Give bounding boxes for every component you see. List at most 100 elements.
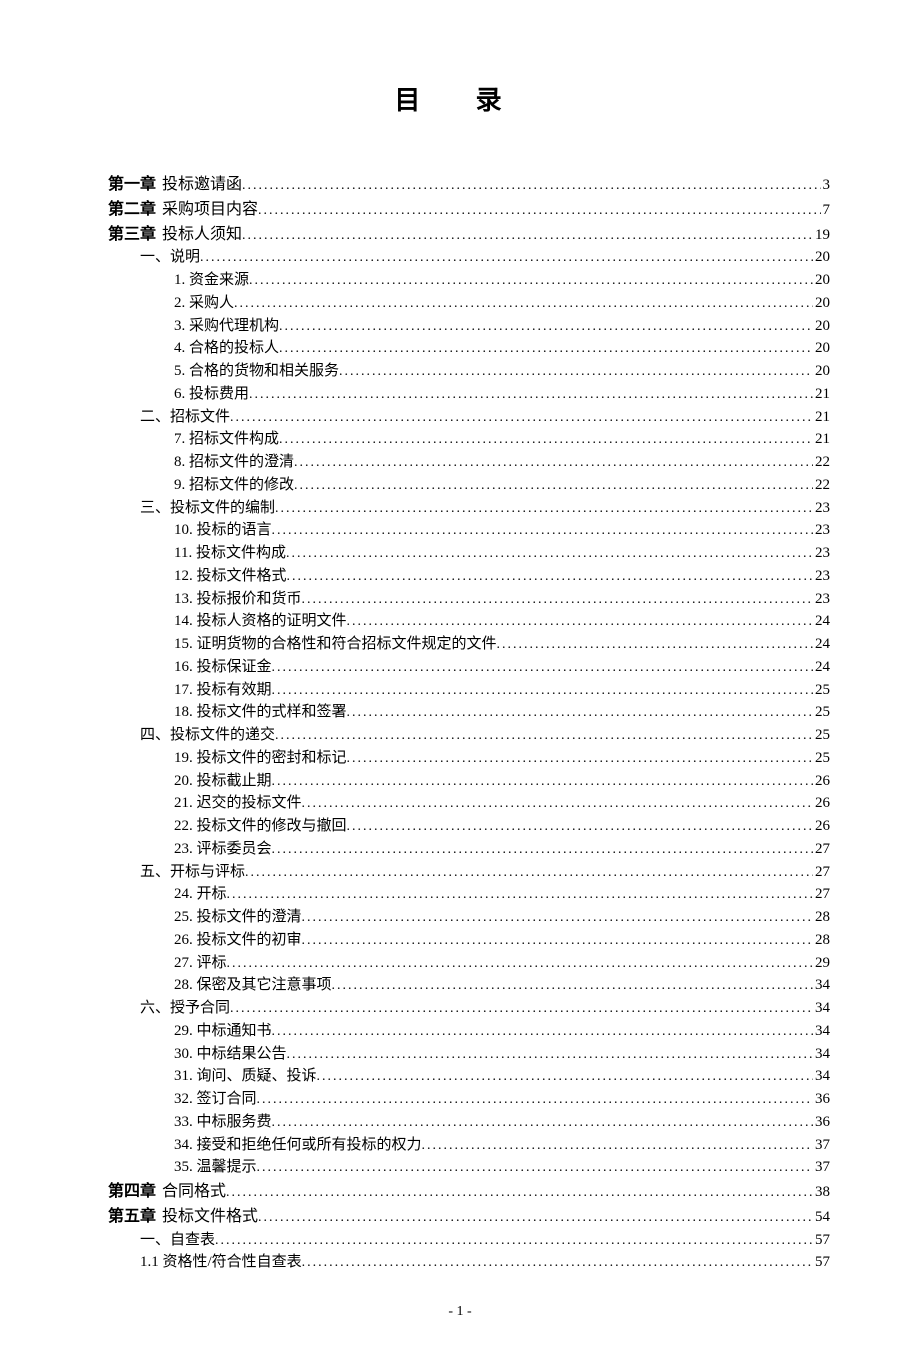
- toc-entry: 三、投标文件的编制 23: [140, 498, 830, 520]
- toc-entry: 五、开标与评标27: [140, 862, 830, 884]
- toc-leader-dots: [234, 294, 813, 314]
- toc-page-number: 25: [813, 725, 830, 747]
- toc-entry: 20. 投标截止期26: [174, 771, 830, 793]
- toc-page-number: 38: [813, 1182, 830, 1204]
- toc-entry-text: 投标文件格式: [162, 1205, 258, 1228]
- toc-leader-dots: [286, 544, 813, 564]
- chapter-label: 第一章: [108, 173, 156, 196]
- toc-page-number: 26: [813, 771, 830, 793]
- toc-page-number: 22: [813, 452, 830, 474]
- toc-page-number: 20: [813, 361, 830, 383]
- toc-page-number: 25: [813, 748, 830, 770]
- toc-entry: 32. 签订合同36: [174, 1089, 830, 1111]
- toc-entry: 12. 投标文件格式23: [174, 566, 830, 588]
- toc-page-number: 57: [813, 1230, 830, 1252]
- toc-leader-dots: [497, 635, 813, 655]
- chapter-label: 第三章: [108, 223, 156, 246]
- toc-leader-dots: [332, 976, 813, 996]
- toc-leader-dots: [347, 817, 813, 837]
- toc-entry: 第四章合同格式38: [108, 1180, 830, 1204]
- toc-entry: 23. 评标委员会27: [174, 839, 830, 861]
- toc-page-number: 21: [813, 429, 830, 451]
- toc-entry-text: 17. 投标有效期: [174, 680, 272, 702]
- toc-entry: 四、投标文件的递交25: [140, 725, 830, 747]
- toc-entry: 第五章投标文件格式54: [108, 1205, 830, 1229]
- toc-page-number: 23: [813, 543, 830, 565]
- toc-page-number: 23: [813, 520, 830, 542]
- toc-leader-dots: [422, 1136, 813, 1156]
- toc-entry-text: 六、授予合同: [140, 998, 230, 1020]
- toc-entry-text: 34. 接受和拒绝任何或所有投标的权力: [174, 1135, 422, 1157]
- toc-leader-dots: [200, 248, 813, 268]
- toc-page-number: 34: [813, 998, 830, 1020]
- toc-entry: 第一章投标邀请函3: [108, 173, 830, 197]
- toc-leader-dots: [279, 430, 813, 450]
- toc-entry: 6. 投标费用 21: [174, 384, 830, 406]
- toc-leader-dots: [272, 772, 813, 792]
- toc-entry-text: 二、招标文件: [140, 407, 230, 429]
- toc-page-number: 54: [813, 1207, 830, 1229]
- toc-page-number: 20: [813, 316, 830, 338]
- toc-leader-dots: [279, 317, 813, 337]
- toc-leader-dots: [339, 362, 813, 382]
- toc-leader-dots: [287, 1045, 813, 1065]
- toc-leader-dots: [257, 1090, 813, 1110]
- toc-entry-text: 合同格式: [162, 1180, 226, 1203]
- toc-entry-text: 9. 招标文件的修改: [174, 475, 294, 497]
- toc-entry-text: 14. 投标人资格的证明文件: [174, 611, 347, 633]
- toc-page-number: 20: [813, 270, 830, 292]
- toc-leader-dots: [257, 1158, 813, 1178]
- toc-leader-dots: [227, 954, 813, 974]
- toc-leader-dots: [272, 521, 813, 541]
- toc-leader-dots: [227, 885, 813, 905]
- toc-entry-text: 1. 资金来源: [174, 270, 249, 292]
- toc-entry: 22. 投标文件的修改与撤回26: [174, 816, 830, 838]
- toc-leader-dots: [258, 201, 820, 221]
- toc-entry: 35. 温馨提示37: [174, 1157, 830, 1179]
- toc-leader-dots: [272, 681, 813, 701]
- toc-page-number: 20: [813, 247, 830, 269]
- toc-leader-dots: [249, 385, 813, 405]
- toc-entry-text: 采购项目内容: [162, 198, 258, 221]
- toc-page-number: 22: [813, 475, 830, 497]
- toc-page-number: 24: [813, 611, 830, 633]
- toc-page-number: 26: [813, 793, 830, 815]
- toc-entry-text: 2. 采购人: [174, 293, 234, 315]
- toc-leader-dots: [275, 499, 813, 519]
- toc-page-number: 36: [813, 1112, 830, 1134]
- toc-entry: 16. 投标保证金24: [174, 657, 830, 679]
- toc-leader-dots: [275, 726, 813, 746]
- toc-entry: 31. 询问、质疑、投诉34: [174, 1066, 830, 1088]
- toc-leader-dots: [245, 863, 813, 883]
- toc-page-number: 26: [813, 816, 830, 838]
- toc-page-number: 28: [813, 907, 830, 929]
- toc-leader-dots: [279, 339, 813, 359]
- toc-page-number: 3: [821, 175, 831, 197]
- toc-entry: 25. 投标文件的澄清28: [174, 907, 830, 929]
- toc-leader-dots: [272, 1022, 813, 1042]
- toc-entry: 15. 证明货物的合格性和符合招标文件规定的文件24: [174, 634, 830, 656]
- toc-leader-dots: [347, 749, 813, 769]
- toc-entry: 19. 投标文件的密封和标记 25: [174, 748, 830, 770]
- toc-leader-dots: [347, 612, 813, 632]
- toc-page-number: 7: [821, 200, 831, 222]
- toc-entry-text: 三、投标文件的编制: [140, 498, 275, 520]
- toc-page-number: 23: [813, 498, 830, 520]
- toc-leader-dots: [302, 1253, 813, 1273]
- toc-page-number: 23: [813, 566, 830, 588]
- toc-entry-text: 35. 温馨提示: [174, 1157, 257, 1179]
- toc-entry: 17. 投标有效期25: [174, 680, 830, 702]
- toc-leader-dots: [294, 476, 813, 496]
- toc-leader-dots: [294, 453, 813, 473]
- toc-entry: 27. 评标29: [174, 953, 830, 975]
- toc-page-number: 36: [813, 1089, 830, 1111]
- toc-leader-dots: [287, 567, 813, 587]
- toc-page-number: 21: [813, 384, 830, 406]
- toc-leader-dots: [242, 226, 813, 246]
- toc-entry-text: 19. 投标文件的密封和标记: [174, 748, 347, 770]
- toc-entry-text: 6. 投标费用: [174, 384, 249, 406]
- toc-leader-dots: [272, 658, 813, 678]
- toc-entry-text: 30. 中标结果公告: [174, 1044, 287, 1066]
- toc-page-number: 34: [813, 975, 830, 997]
- page-footer: - 1 -: [90, 1304, 830, 1320]
